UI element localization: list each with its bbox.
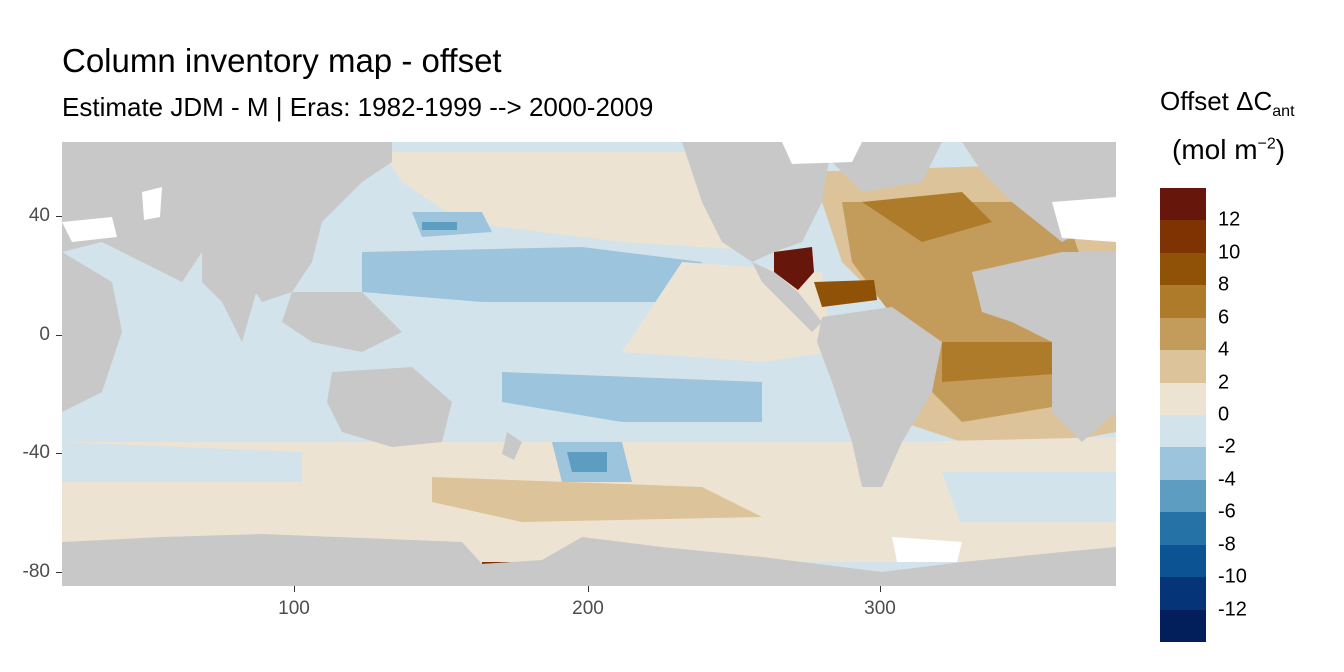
x-tick-label: 300 <box>864 598 896 619</box>
legend-tick-label: -8 <box>1218 533 1236 556</box>
legend-title-sub: ant <box>1272 103 1295 121</box>
legend-swatch <box>1160 188 1206 221</box>
legend-tick-label: 10 <box>1218 241 1241 264</box>
y-tick-mark <box>56 216 62 217</box>
legend-colorbar <box>1160 188 1206 643</box>
legend-unit-sup: −2 <box>1257 135 1276 153</box>
legend-tick-label: 4 <box>1218 338 1230 361</box>
y-tick-mark <box>56 335 62 336</box>
legend-unit: (mol m−2) <box>1172 134 1285 166</box>
legend-swatch <box>1160 317 1206 351</box>
x-tick-mark <box>588 586 589 592</box>
legend-swatch <box>1160 512 1206 546</box>
y-tick-label: 0 <box>39 324 50 345</box>
legend-tick-label: -4 <box>1218 468 1236 491</box>
y-tick-mark <box>56 572 62 573</box>
x-tick-mark <box>294 586 295 592</box>
legend-swatch <box>1160 220 1206 254</box>
legend-tick-label: 8 <box>1218 273 1230 296</box>
legend-swatch <box>1160 609 1206 643</box>
land-masses <box>62 142 1116 586</box>
legend-swatch <box>1160 285 1206 319</box>
legend-tick-label: 0 <box>1218 403 1230 426</box>
legend-tick-label: 2 <box>1218 371 1230 394</box>
legend-tick-label: -2 <box>1218 435 1236 458</box>
y-tick-label: -40 <box>22 442 50 463</box>
legend-swatch <box>1160 252 1206 286</box>
legend-swatch <box>1160 479 1206 513</box>
chart-title: Column inventory map - offset <box>62 42 502 79</box>
legend-swatch <box>1160 447 1206 481</box>
legend-tick-label: -10 <box>1218 565 1247 588</box>
y-tick-label: -80 <box>22 561 50 582</box>
legend-swatch <box>1160 382 1206 416</box>
legend-tick-label: -12 <box>1218 598 1247 621</box>
y-tick-mark <box>56 453 62 454</box>
map-svg <box>62 142 1116 586</box>
legend-tick-label: 12 <box>1218 208 1241 231</box>
y-tick-label: 40 <box>28 205 50 226</box>
x-tick-label: 200 <box>572 598 604 619</box>
legend-swatch <box>1160 544 1206 578</box>
legend-swatch <box>1160 415 1206 448</box>
legend-title: Offset ΔCant <box>1160 86 1295 121</box>
legend-tick-label: 6 <box>1218 306 1230 329</box>
legend-title-main: Offset ΔC <box>1160 86 1273 116</box>
x-tick-mark <box>880 586 881 592</box>
missing-data <box>62 142 1116 562</box>
legend-swatch <box>1160 577 1206 611</box>
legend-tick-label: -6 <box>1218 500 1236 523</box>
chart-subtitle: Estimate JDM - M | Eras: 1982-1999 --> 2… <box>62 92 654 122</box>
ocean-field <box>62 142 1116 586</box>
legend-unit-prefix: (mol m <box>1172 134 1258 165</box>
x-tick-label: 100 <box>278 598 310 619</box>
legend-swatch <box>1160 350 1206 384</box>
legend-unit-suffix: ) <box>1275 134 1286 165</box>
map-panel <box>62 142 1116 586</box>
